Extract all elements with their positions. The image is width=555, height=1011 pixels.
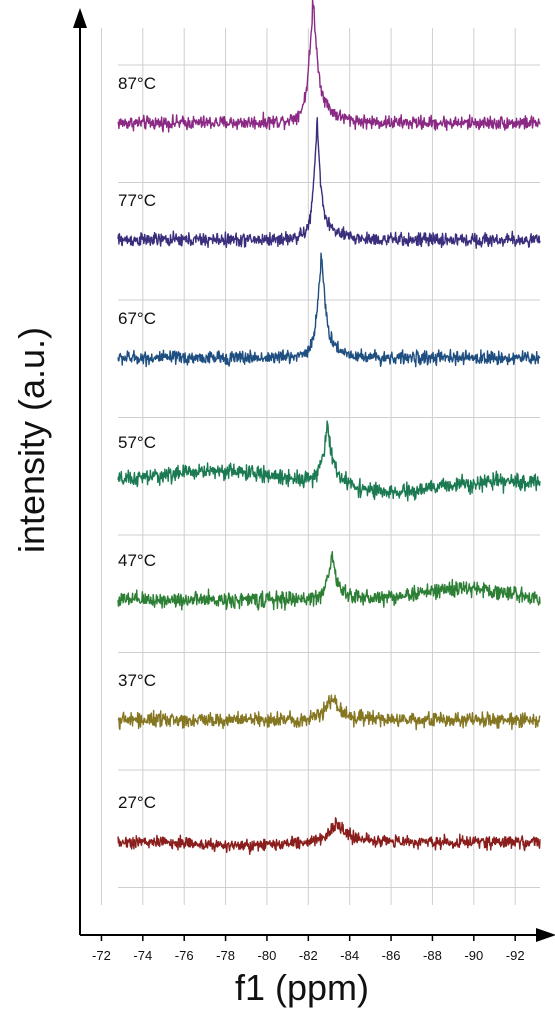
series-line bbox=[117, 0, 541, 133]
axes bbox=[73, 8, 555, 942]
series-line bbox=[117, 252, 541, 368]
series-line bbox=[117, 551, 541, 611]
x-tick-label: -84 bbox=[340, 948, 359, 963]
x-tick-label: -74 bbox=[133, 948, 152, 963]
x-tick-label: -88 bbox=[423, 948, 442, 963]
series-label: 47°C bbox=[118, 551, 156, 570]
x-tick-label: -92 bbox=[506, 948, 525, 963]
series-label: 57°C bbox=[118, 433, 156, 452]
grid-lines bbox=[100, 28, 540, 905]
series-label: 27°C bbox=[118, 793, 156, 812]
series-line bbox=[117, 116, 541, 249]
x-tick-label: -86 bbox=[382, 948, 401, 963]
x-tick-label: -78 bbox=[216, 948, 235, 963]
temperature-labels: 87°C 77°C 67°C 57°C 47°C 37°C 27°C bbox=[118, 74, 156, 812]
x-tick-label: -76 bbox=[175, 948, 194, 963]
series-label: 37°C bbox=[118, 671, 156, 690]
y-axis-arrow-icon bbox=[73, 8, 87, 28]
x-axis-title: f1 (ppm) bbox=[235, 967, 369, 1008]
x-tick-label: -80 bbox=[258, 948, 277, 963]
series-line bbox=[117, 420, 541, 502]
x-axis-ticks: -72 -74 -76 -78 -80 -82 -84 -86 -88 -90 -92 bbox=[92, 935, 525, 963]
series-label: 87°C bbox=[118, 74, 156, 93]
x-tick-label: -82 bbox=[299, 948, 318, 963]
series-line bbox=[117, 694, 541, 731]
series-line bbox=[117, 817, 541, 855]
x-tick-label: -72 bbox=[92, 948, 111, 963]
series-label: 77°C bbox=[118, 191, 156, 210]
x-axis-arrow-icon bbox=[536, 928, 555, 942]
spectra-series bbox=[117, 0, 541, 855]
x-tick-label: -90 bbox=[464, 948, 483, 963]
y-axis-title: intensity (a.u.) bbox=[11, 327, 52, 553]
series-label: 67°C bbox=[118, 309, 156, 328]
